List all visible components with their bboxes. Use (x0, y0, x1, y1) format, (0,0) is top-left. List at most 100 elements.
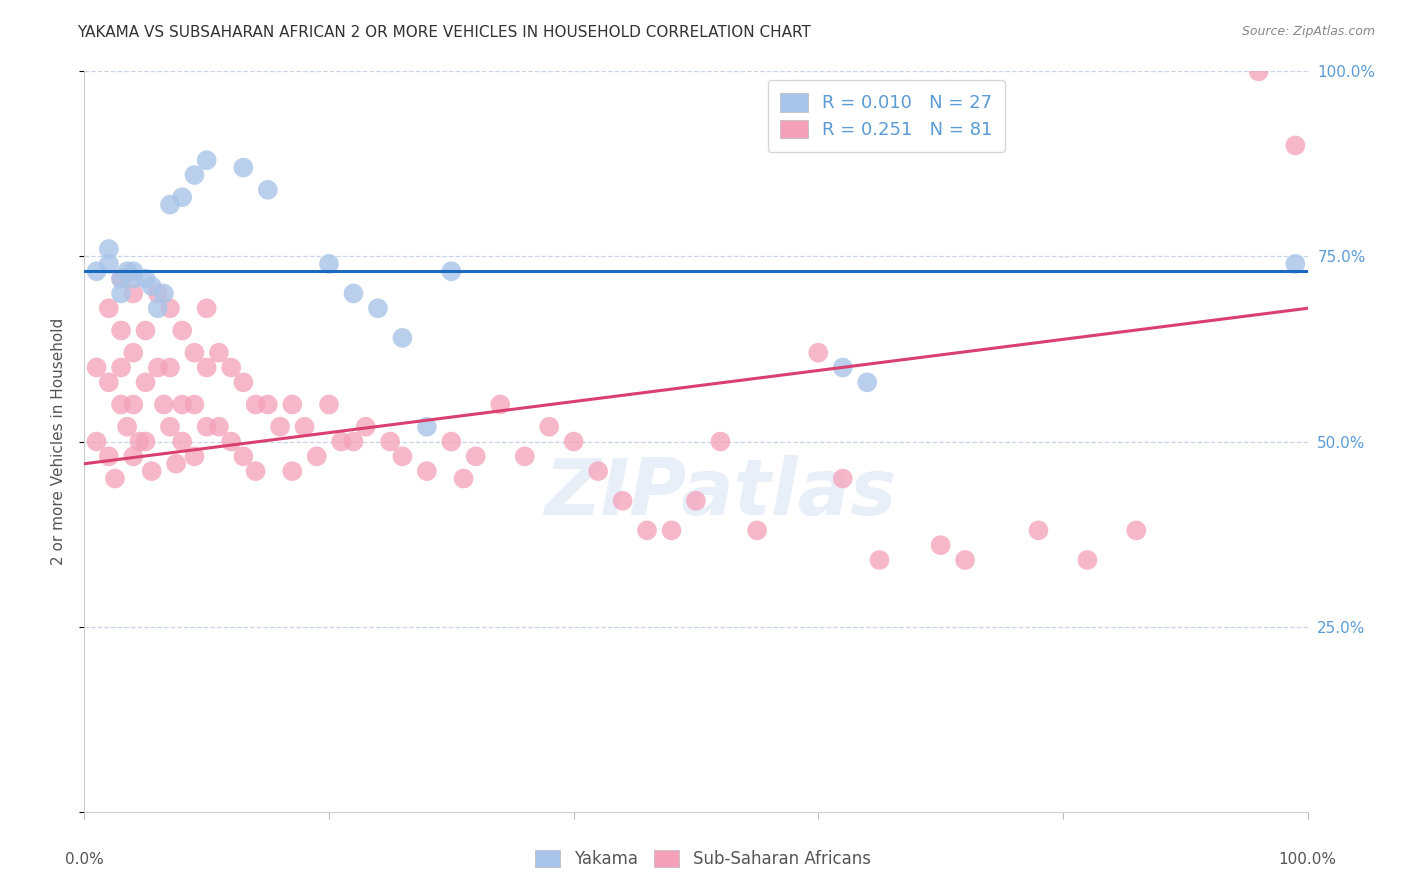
Point (165, 457, 187, 471)
Point (172, 434, 194, 449)
Point (342, 286, 364, 301)
Point (281, 464, 304, 478)
Point (195, 301, 218, 316)
Point (464, 450, 486, 464)
Point (146, 301, 169, 316)
Point (232, 376, 254, 390)
Point (208, 345, 231, 359)
Point (367, 301, 389, 316)
Legend: R = 0.010   N = 27, R = 0.251   N = 81: R = 0.010 N = 27, R = 0.251 N = 81 (768, 80, 1005, 152)
Point (1284, 257, 1306, 271)
Point (122, 271, 145, 285)
Point (159, 360, 181, 375)
Point (172, 190, 194, 204)
Point (183, 345, 205, 359)
Point (953, 553, 976, 567)
Point (831, 471, 853, 485)
Point (122, 450, 145, 464)
Point (709, 434, 731, 449)
Point (104, 471, 127, 485)
Point (219, 434, 242, 449)
Point (183, 168, 205, 182)
Point (122, 398, 145, 412)
Text: ZIPatlas: ZIPatlas (544, 455, 897, 532)
Point (183, 398, 205, 412)
Point (195, 360, 218, 375)
Point (172, 398, 194, 412)
Point (86, 264, 108, 278)
Point (122, 345, 145, 359)
Point (110, 398, 132, 412)
Point (869, 553, 891, 567)
Point (416, 419, 439, 434)
Point (135, 271, 157, 285)
Point (97, 301, 120, 316)
Text: Source: ZipAtlas.com: Source: ZipAtlas.com (1241, 25, 1375, 38)
Point (562, 434, 585, 449)
Point (318, 398, 340, 412)
Point (115, 419, 138, 434)
Point (195, 153, 218, 168)
Point (115, 264, 138, 278)
Point (586, 464, 609, 478)
Point (257, 398, 280, 412)
Point (159, 301, 181, 316)
Point (685, 493, 707, 508)
Point (135, 324, 157, 338)
Point (159, 419, 181, 434)
Point (97, 376, 120, 390)
Point (86, 434, 108, 449)
Point (128, 434, 150, 449)
Point (195, 419, 218, 434)
Point (86, 360, 108, 375)
Point (208, 419, 231, 434)
Text: 0.0%: 0.0% (65, 853, 104, 867)
Point (489, 398, 512, 412)
Point (380, 434, 402, 449)
Point (257, 183, 280, 197)
Point (1028, 524, 1050, 538)
Point (110, 271, 132, 285)
Point (110, 360, 132, 375)
Point (141, 464, 163, 478)
Point (281, 398, 304, 412)
Point (416, 464, 439, 478)
Point (538, 419, 561, 434)
Point (232, 450, 254, 464)
Point (135, 434, 157, 449)
Point (612, 493, 634, 508)
Point (636, 524, 658, 538)
Point (747, 524, 769, 538)
Point (245, 398, 267, 412)
Point (146, 360, 169, 375)
Point (354, 419, 377, 434)
Point (159, 197, 181, 211)
Point (122, 286, 145, 301)
Point (245, 464, 267, 478)
Point (97, 450, 120, 464)
Point (232, 161, 254, 175)
Point (183, 450, 205, 464)
Point (1247, 64, 1270, 78)
Point (831, 360, 853, 375)
Point (135, 376, 157, 390)
Point (807, 345, 830, 359)
Point (305, 450, 328, 464)
Legend: Yakama, Sub-Saharan Africans: Yakama, Sub-Saharan Africans (529, 843, 877, 875)
Point (269, 419, 291, 434)
Point (97, 242, 120, 256)
Point (1076, 553, 1098, 567)
Point (110, 324, 132, 338)
Point (294, 419, 316, 434)
Point (153, 286, 176, 301)
Point (110, 271, 132, 285)
Point (440, 434, 463, 449)
Text: YAKAMA VS SUBSAHARAN AFRICAN 2 OR MORE VEHICLES IN HOUSEHOLD CORRELATION CHART: YAKAMA VS SUBSAHARAN AFRICAN 2 OR MORE V… (77, 25, 811, 40)
Text: 100.0%: 100.0% (1278, 853, 1337, 867)
Point (318, 257, 340, 271)
Point (513, 450, 536, 464)
Point (440, 264, 463, 278)
Point (391, 331, 413, 345)
Point (153, 398, 176, 412)
Point (97, 257, 120, 271)
